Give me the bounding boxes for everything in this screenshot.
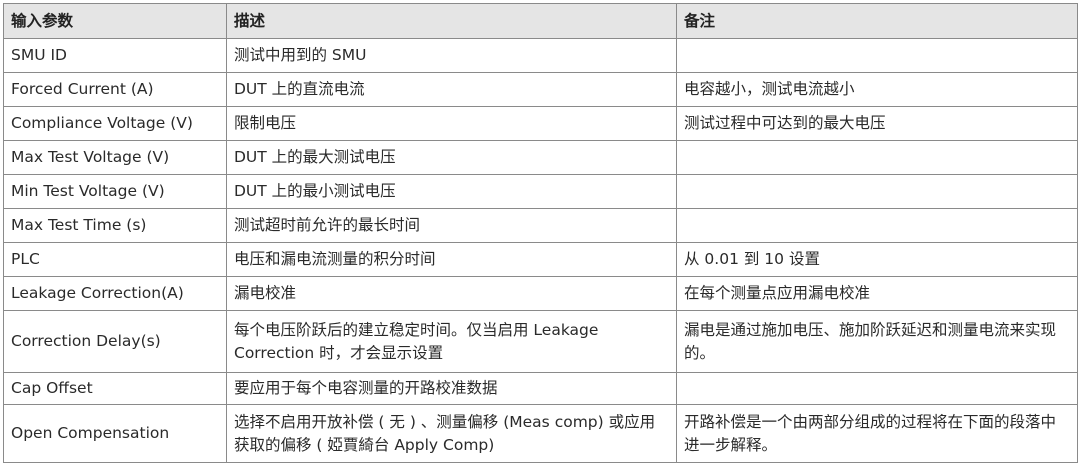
- cell-note: 电容越小，测试电流越小: [676, 72, 1078, 107]
- cell-note: 开路补偿是一个由两部分组成的过程将在下面的段落中进一步解释。: [676, 404, 1078, 463]
- table-row: Forced Current (A) DUT 上的直流电流 电容越小，测试电流越小: [3, 72, 1078, 107]
- table-row: Cap Offset 要应用于每个电容测量的开路校准数据: [3, 372, 1078, 405]
- table-row: Open Compensation 选择不启用开放补偿 ( 无 ) 、测量偏移 (…: [3, 404, 1078, 463]
- table-header: 输入参数 描述 备注: [3, 3, 1078, 39]
- table-row: Min Test Voltage (V) DUT 上的最小测试电压: [3, 174, 1078, 209]
- table-row: Max Test Time (s) 测试超时前允许的最长时间: [3, 208, 1078, 243]
- cell-note: [676, 208, 1078, 243]
- cell-note: 漏电是通过施加电压、施加阶跃延迟和测量电流来实现的。: [676, 310, 1078, 373]
- cell-desc: 测试超时前允许的最长时间: [226, 208, 677, 243]
- table-row: Compliance Voltage (V) 限制电压 测试过程中可达到的最大电压: [3, 106, 1078, 141]
- table-row: Correction Delay(s) 每个电压阶跃后的建立稳定时间。仅当启用 L…: [3, 310, 1078, 373]
- cell-param: Max Test Voltage (V): [3, 140, 227, 175]
- cell-note: 在每个测量点应用漏电校准: [676, 276, 1078, 311]
- cell-param: SMU ID: [3, 38, 227, 73]
- cell-param: Compliance Voltage (V): [3, 106, 227, 141]
- table-row: Max Test Voltage (V) DUT 上的最大测试电压: [3, 140, 1078, 175]
- cell-desc: 限制电压: [226, 106, 677, 141]
- cell-note: 从 0.01 到 10 设置: [676, 242, 1078, 277]
- cell-param: Open Compensation: [3, 404, 227, 463]
- cell-desc: 漏电校准: [226, 276, 677, 311]
- cell-param: Cap Offset: [3, 372, 227, 405]
- table-row: SMU ID 测试中用到的 SMU: [3, 38, 1078, 73]
- header-desc: 描述: [226, 3, 677, 39]
- cell-param: Min Test Voltage (V): [3, 174, 227, 209]
- header-param: 输入参数: [3, 3, 227, 39]
- cell-desc: 要应用于每个电容测量的开路校准数据: [226, 372, 677, 405]
- cell-note: [676, 38, 1078, 73]
- cell-desc: 每个电压阶跃后的建立稳定时间。仅当启用 Leakage Correction 时…: [226, 310, 677, 373]
- cell-note: [676, 372, 1078, 405]
- cell-param: PLC: [3, 242, 227, 277]
- cell-desc: DUT 上的最大测试电压: [226, 140, 677, 175]
- cell-desc: 电压和漏电流测量的积分时间: [226, 242, 677, 277]
- cell-desc: 选择不启用开放补偿 ( 无 ) 、测量偏移 (Meas comp) 或应用获取的…: [226, 404, 677, 463]
- cell-param: Max Test Time (s): [3, 208, 227, 243]
- table-row: PLC 电压和漏电流测量的积分时间从 0.01 到 10 设置: [3, 242, 1078, 277]
- parameter-table: 输入参数 描述 备注 SMU ID 测试中用到的 SMU Forced Curren…: [3, 3, 1078, 463]
- cell-param: Forced Current (A): [3, 72, 227, 107]
- cell-note: [676, 140, 1078, 175]
- cell-desc: DUT 上的直流电流: [226, 72, 677, 107]
- cell-desc: 测试中用到的 SMU: [226, 38, 677, 73]
- cell-param: Leakage Correction(A): [3, 276, 227, 311]
- cell-desc: DUT 上的最小测试电压: [226, 174, 677, 209]
- cell-note: 测试过程中可达到的最大电压: [676, 106, 1078, 141]
- table-row: Leakage Correction(A) 漏电校准 在每个测量点应用漏电校准: [3, 276, 1078, 311]
- cell-param: Correction Delay(s): [3, 310, 227, 373]
- cell-note: [676, 174, 1078, 209]
- header-note: 备注: [676, 3, 1078, 39]
